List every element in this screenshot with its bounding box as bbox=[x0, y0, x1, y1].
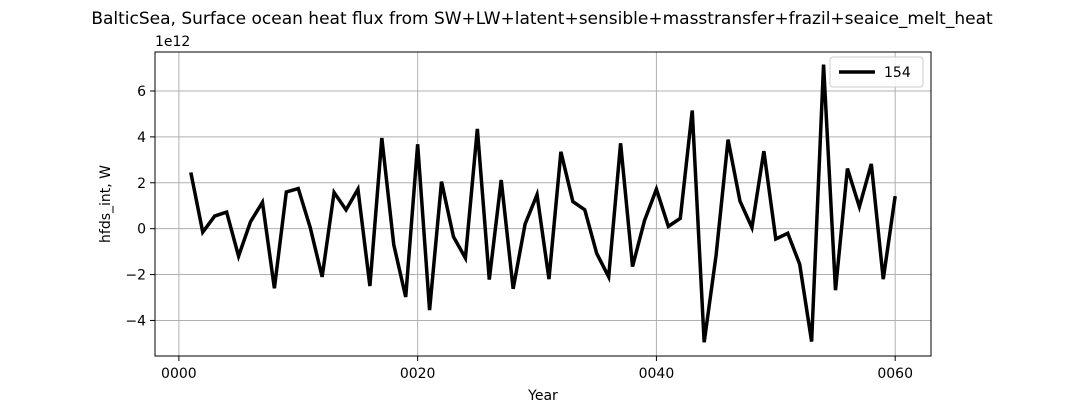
y-tick-label: 4 bbox=[137, 130, 146, 146]
y-tick-label: 2 bbox=[137, 176, 146, 192]
x-tick-label: 0040 bbox=[639, 366, 675, 382]
x-tick-label: 0060 bbox=[877, 366, 913, 382]
y-tick-label: −2 bbox=[125, 268, 146, 284]
chart-title: BalticSea, Surface ocean heat flux from … bbox=[91, 9, 993, 29]
y-tick-label: 0 bbox=[137, 222, 146, 238]
y-axis-label: hfds_int, W bbox=[98, 165, 114, 243]
y-tick-label: 6 bbox=[137, 84, 146, 100]
legend-box bbox=[829, 56, 924, 88]
series-layer bbox=[189, 64, 897, 343]
x-axis-label: Year bbox=[527, 388, 558, 404]
y-offset-label: 1e12 bbox=[155, 34, 190, 50]
y-axis: −4 −2 0 2 4 6 bbox=[125, 84, 155, 329]
series-line-154 bbox=[189, 64, 897, 343]
x-axis: 0000 0020 0040 0060 bbox=[161, 356, 913, 382]
x-tick-label: 0020 bbox=[400, 366, 436, 382]
legend-label: 154 bbox=[884, 65, 911, 81]
x-tick-label: 0000 bbox=[161, 366, 197, 382]
y-tick-label: −4 bbox=[125, 313, 146, 329]
legend: 154 bbox=[829, 56, 924, 88]
plot-frame bbox=[154, 51, 932, 357]
